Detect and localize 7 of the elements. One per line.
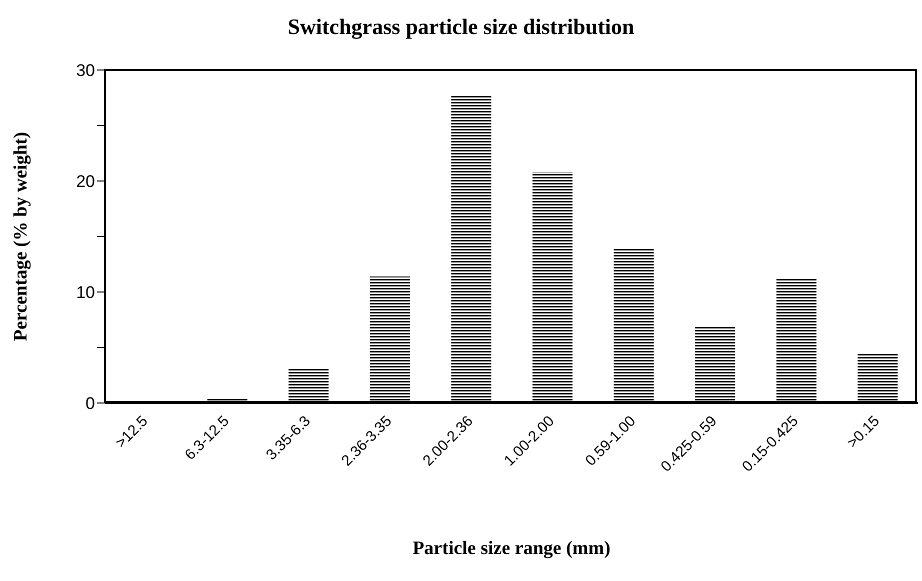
- y-tick-label: 20: [76, 172, 95, 192]
- x-axis-title: Particle size range (mm): [412, 538, 612, 560]
- y-tick-label: 30: [76, 61, 95, 80]
- y-tick-label: 0: [86, 394, 95, 414]
- y-axis-title: Percentage (% by weight): [10, 132, 32, 342]
- y-tick-label: 10: [76, 283, 95, 302]
- chart-title: Switchgrass particle size distribution: [286, 14, 636, 40]
